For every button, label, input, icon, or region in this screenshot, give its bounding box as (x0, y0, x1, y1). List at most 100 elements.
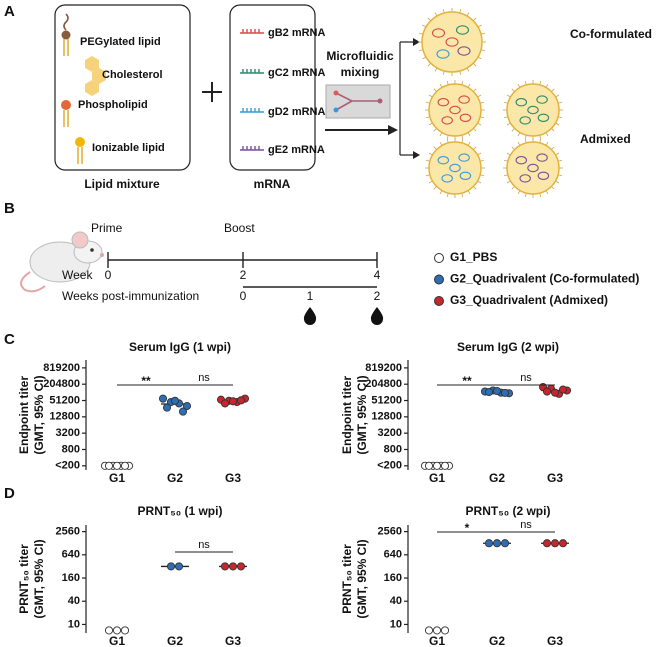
data-point (500, 539, 510, 548)
panel-label: D (4, 485, 15, 502)
y-tick-label: 160 (384, 572, 402, 584)
mixing-label: Microfluidic (326, 49, 394, 63)
mrna-icon (240, 108, 264, 113)
mouse-icon (20, 231, 104, 293)
x-tick-label: G3 (225, 634, 241, 647)
lipid-name: Phospholipid (78, 99, 148, 111)
lnp-cargo (437, 156, 450, 165)
mrna-name: gE2 mRNA (268, 144, 325, 156)
y-tick-label: 800 (384, 443, 402, 455)
data-point (104, 626, 114, 635)
y-tick-label: 819200 (43, 362, 80, 374)
lipid-name: PEGylated lipid (80, 36, 161, 48)
data-point (424, 461, 434, 470)
mrna-name: gD2 mRNA (268, 106, 326, 118)
lnp-cargo (437, 98, 450, 107)
lnp-cargo (459, 113, 472, 122)
lnp-cargo (436, 49, 450, 59)
timeline (107, 252, 378, 288)
data-point (220, 562, 230, 571)
lnp (503, 80, 563, 140)
x-tick-label: G1 (429, 471, 445, 485)
data-point (492, 539, 502, 548)
significance-label: ns (198, 372, 210, 384)
lnp-cargo (537, 113, 550, 122)
lnp-cargo (431, 28, 446, 38)
lnp (425, 80, 485, 140)
chart-title: Serum IgG (2 wpi) (457, 340, 559, 354)
lnp-shell (428, 141, 482, 195)
bracket-arrows (399, 38, 420, 159)
y-axis-label: (GMT, 95% CI) (355, 375, 369, 454)
y-tick-label: 640 (62, 549, 80, 561)
mixing-label: mixing (341, 65, 380, 79)
x-tick-label: G3 (547, 471, 563, 485)
y-tick-label: 204800 (365, 378, 402, 390)
lnp-cargo (527, 163, 539, 173)
mrna-name: gB2 mRNA (268, 27, 326, 39)
y-axis-label: Endpoint titer (17, 376, 31, 454)
y-axis-label: Endpoint titer (340, 376, 354, 454)
wpi-number: 1 (307, 289, 314, 303)
lnp-cargo (449, 105, 461, 115)
mrna-icon (240, 29, 264, 34)
y-tick-label: 12800 (371, 411, 402, 423)
data-point (432, 461, 442, 470)
data-point (500, 388, 510, 397)
legend-label: G2_Quadrivalent (Co-formulated) (450, 272, 639, 286)
ionizable-lipid-icon (75, 137, 85, 164)
y-tick-label: <200 (55, 460, 80, 472)
data-point (178, 407, 188, 416)
legend-swatch (434, 274, 444, 285)
data-point (174, 562, 184, 571)
data-point (170, 396, 180, 405)
y-tick-label: 51200 (371, 394, 402, 406)
y-axis-label: (GMT, 95% CI) (32, 375, 46, 454)
panel-label: A (4, 3, 15, 20)
data-point (120, 626, 130, 635)
legend-label: G3_Quadrivalent (Admixed) (450, 293, 608, 307)
data-point (220, 399, 230, 408)
data-point (112, 626, 122, 635)
lnp-cargo (459, 171, 472, 180)
data-point (120, 461, 130, 470)
week-number: 0 (105, 268, 112, 282)
prime-label: Prime (91, 221, 123, 235)
x-tick-label: G2 (489, 634, 505, 647)
lnp-cargo (519, 174, 531, 183)
wpi-number: 0 (240, 289, 247, 303)
y-tick-label: <200 (377, 460, 402, 472)
blood-drop (370, 307, 384, 325)
y-tick-label: 3200 (56, 427, 80, 439)
lnp-cargo (515, 156, 528, 165)
lnp-shell (506, 83, 560, 137)
data-point (542, 387, 552, 396)
phospholipid-icon (61, 100, 71, 127)
lnp-cargo (537, 171, 550, 180)
lnp-cargo (449, 163, 461, 173)
data-point (484, 388, 494, 397)
data-point (492, 386, 502, 396)
blood-drop (303, 307, 317, 325)
lnp-cargo (536, 95, 548, 104)
y-axis-label: PRNT₅₀ titer (17, 544, 31, 614)
data-point (484, 539, 494, 548)
caption: Lipid mixture (84, 177, 160, 191)
legend-swatch (434, 296, 444, 306)
legend: G1_PBS G2_Quadrivalent (Co-formulated) G3_… (434, 250, 639, 307)
data-point (558, 385, 568, 394)
data-point (558, 539, 568, 548)
x-tick-label: G2 (167, 471, 183, 485)
lnp (503, 138, 563, 198)
wpi-number: 2 (374, 289, 381, 303)
week-number: 4 (374, 268, 381, 282)
y-tick-label: 10 (68, 618, 80, 630)
y-tick-label: 51200 (49, 394, 80, 406)
lipid-name: Cholesterol (102, 69, 163, 81)
data-point (104, 461, 114, 470)
y-tick-label: 40 (390, 595, 402, 607)
lnp (418, 8, 486, 76)
y-axis-label: PRNT₅₀ titer (340, 544, 354, 614)
week-label: Week (62, 268, 93, 282)
lnp-cargo (445, 37, 459, 47)
